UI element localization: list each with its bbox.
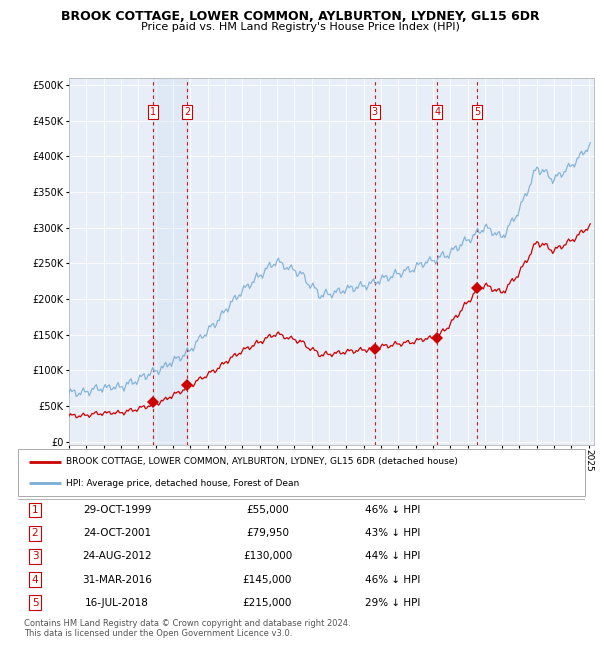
Text: 44% ↓ HPI: 44% ↓ HPI bbox=[365, 551, 420, 562]
Text: 5: 5 bbox=[474, 107, 480, 117]
Text: 1: 1 bbox=[149, 107, 156, 117]
Text: £215,000: £215,000 bbox=[243, 598, 292, 608]
Text: 2: 2 bbox=[32, 528, 38, 538]
Text: Price paid vs. HM Land Registry's House Price Index (HPI): Price paid vs. HM Land Registry's House … bbox=[140, 22, 460, 32]
Text: 46% ↓ HPI: 46% ↓ HPI bbox=[365, 575, 420, 584]
Text: 24-OCT-2001: 24-OCT-2001 bbox=[83, 528, 151, 538]
Text: 29-OCT-1999: 29-OCT-1999 bbox=[83, 505, 151, 515]
Text: 29% ↓ HPI: 29% ↓ HPI bbox=[365, 598, 420, 608]
Text: BROOK COTTAGE, LOWER COMMON, AYLBURTON, LYDNEY, GL15 6DR: BROOK COTTAGE, LOWER COMMON, AYLBURTON, … bbox=[61, 10, 539, 23]
Text: 46% ↓ HPI: 46% ↓ HPI bbox=[365, 505, 420, 515]
Text: 16-JUL-2018: 16-JUL-2018 bbox=[85, 598, 149, 608]
Text: BROOK COTTAGE, LOWER COMMON, AYLBURTON, LYDNEY, GL15 6DR (detached house): BROOK COTTAGE, LOWER COMMON, AYLBURTON, … bbox=[66, 458, 458, 466]
Text: 24-AUG-2012: 24-AUG-2012 bbox=[82, 551, 152, 562]
Text: £55,000: £55,000 bbox=[246, 505, 289, 515]
Text: £145,000: £145,000 bbox=[243, 575, 292, 584]
Text: 1: 1 bbox=[32, 505, 38, 515]
Text: 31-MAR-2016: 31-MAR-2016 bbox=[82, 575, 152, 584]
Text: 43% ↓ HPI: 43% ↓ HPI bbox=[365, 528, 420, 538]
Text: 3: 3 bbox=[32, 551, 38, 562]
Text: 4: 4 bbox=[32, 575, 38, 584]
Text: £79,950: £79,950 bbox=[246, 528, 289, 538]
Text: 4: 4 bbox=[434, 107, 440, 117]
Text: HPI: Average price, detached house, Forest of Dean: HPI: Average price, detached house, Fore… bbox=[66, 479, 299, 488]
Text: Contains HM Land Registry data © Crown copyright and database right 2024.
This d: Contains HM Land Registry data © Crown c… bbox=[24, 619, 350, 638]
Text: £130,000: £130,000 bbox=[243, 551, 292, 562]
Bar bbox=[152, 78, 187, 445]
Text: 2: 2 bbox=[184, 107, 190, 117]
Text: 5: 5 bbox=[32, 598, 38, 608]
Text: 3: 3 bbox=[372, 107, 378, 117]
FancyBboxPatch shape bbox=[18, 449, 585, 496]
